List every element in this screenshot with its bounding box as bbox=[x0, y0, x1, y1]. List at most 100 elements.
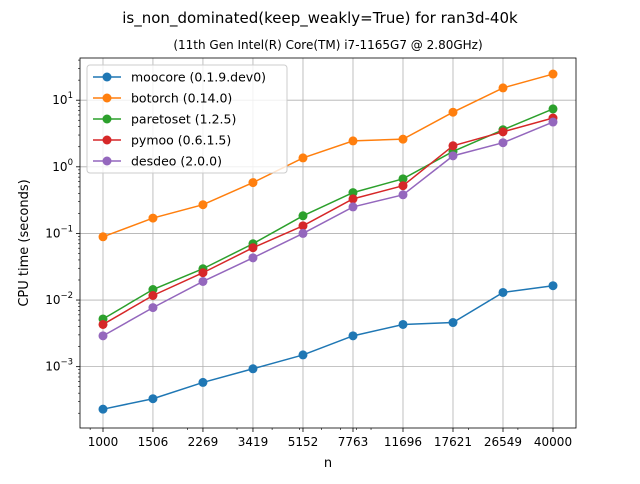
data-point bbox=[298, 350, 308, 360]
chart-title: is_non_dominated(keep_weakly=True) for r… bbox=[122, 9, 518, 28]
data-point bbox=[298, 221, 308, 231]
x-axis-label: n bbox=[324, 456, 332, 471]
y-tick-exponent: −1 bbox=[60, 224, 73, 234]
data-point bbox=[398, 174, 408, 184]
x-tick-label: 3419 bbox=[238, 435, 269, 449]
data-point bbox=[248, 364, 258, 374]
x-tick-label: 26549 bbox=[484, 435, 522, 449]
x-tick-label: 17621 bbox=[434, 435, 472, 449]
data-point bbox=[98, 404, 108, 414]
plot-frame bbox=[79, 57, 577, 429]
data-point bbox=[198, 276, 208, 286]
x-tick-label: 1000 bbox=[88, 435, 119, 449]
legend-marker bbox=[102, 114, 112, 124]
data-point bbox=[548, 69, 558, 79]
legend-marker bbox=[102, 72, 112, 82]
data-point bbox=[148, 213, 158, 223]
data-point bbox=[498, 127, 508, 137]
y-tick-label: 10−2 bbox=[45, 291, 73, 307]
data-point bbox=[148, 291, 158, 301]
data-point bbox=[348, 194, 358, 204]
y-tick-label: 101 bbox=[52, 91, 73, 107]
data-point bbox=[98, 331, 108, 341]
series-line bbox=[102, 73, 554, 238]
legend-label: pymoo (0.6.1.5) bbox=[131, 133, 231, 148]
data-point bbox=[348, 331, 358, 341]
data-point bbox=[248, 243, 258, 253]
x-tick-label: 7763 bbox=[338, 435, 369, 449]
data-point bbox=[348, 136, 358, 146]
chart-subtitle: (11th Gen Intel(R) Core(TM) i7-1165G7 @ … bbox=[173, 38, 482, 52]
data-point bbox=[548, 104, 558, 114]
series-group bbox=[98, 69, 558, 414]
y-tick-exponent: 0 bbox=[68, 158, 73, 168]
y-tick-exponent: −2 bbox=[60, 291, 73, 301]
data-point bbox=[298, 211, 308, 221]
data-point bbox=[248, 178, 258, 188]
legend-item: desdeo (2.0.0) bbox=[93, 154, 222, 169]
x-tick-label: 2269 bbox=[188, 435, 219, 449]
legend-item: paretoset (1.2.5) bbox=[93, 112, 236, 127]
legend-item: pymoo (0.6.1.5) bbox=[93, 133, 231, 148]
legend-label: desdeo (2.0.0) bbox=[131, 154, 222, 169]
data-point bbox=[198, 377, 208, 387]
grid bbox=[80, 58, 576, 428]
series-line bbox=[102, 284, 554, 410]
data-point bbox=[448, 141, 458, 151]
y-tick-base: 10 bbox=[52, 93, 67, 107]
legend-marker bbox=[102, 93, 112, 103]
legend-item: moocore (0.1.9.dev0) bbox=[93, 70, 266, 85]
legend: moocore (0.1.9.dev0) botorch (0.14.0) pare… bbox=[86, 64, 288, 174]
y-tick-label: 10−3 bbox=[45, 358, 73, 374]
y-tick-base: 10 bbox=[45, 226, 60, 240]
data-point bbox=[98, 232, 108, 242]
y-tick-label: 100 bbox=[52, 158, 73, 174]
data-point bbox=[448, 151, 458, 161]
data-point bbox=[348, 188, 358, 198]
data-point bbox=[298, 228, 308, 238]
series-line bbox=[102, 117, 554, 326]
y-tick-exponent: −3 bbox=[60, 358, 73, 368]
series-line bbox=[102, 121, 554, 337]
legend-marker bbox=[102, 135, 112, 145]
legend-label: botorch (0.14.0) bbox=[131, 91, 232, 106]
legend-label: paretoset (1.2.5) bbox=[131, 112, 236, 127]
y-tick-base: 10 bbox=[52, 160, 67, 174]
data-point bbox=[498, 138, 508, 148]
y-tick-base: 10 bbox=[45, 360, 60, 374]
x-tick-label: 40000 bbox=[534, 435, 572, 449]
y-tick-label: 10−1 bbox=[45, 224, 73, 240]
legend-item: botorch (0.14.0) bbox=[93, 91, 232, 106]
data-point bbox=[198, 268, 208, 278]
x-axis: 1000 1506 2269 3419 5152 7763 11696 17621 26549 4… bbox=[88, 428, 572, 449]
data-point bbox=[298, 153, 308, 163]
data-point bbox=[148, 303, 158, 313]
data-point bbox=[398, 190, 408, 200]
legend-box bbox=[86, 64, 288, 174]
x-tick-label: 1506 bbox=[138, 435, 169, 449]
data-point bbox=[398, 319, 408, 329]
series-botorch bbox=[98, 69, 558, 242]
data-point bbox=[498, 287, 508, 297]
data-point bbox=[498, 83, 508, 93]
legend-label: moocore (0.1.9.dev0) bbox=[131, 70, 266, 85]
data-point bbox=[448, 107, 458, 117]
data-point bbox=[398, 134, 408, 144]
data-point bbox=[548, 281, 558, 291]
data-point bbox=[398, 181, 408, 191]
data-point bbox=[548, 117, 558, 127]
y-axis-label: CPU time (seconds) bbox=[17, 179, 32, 306]
data-point bbox=[98, 319, 108, 329]
x-tick-label: 11696 bbox=[384, 435, 422, 449]
data-point bbox=[448, 318, 458, 328]
x-tick-label: 5152 bbox=[288, 435, 319, 449]
data-point bbox=[198, 200, 208, 210]
series-line bbox=[102, 108, 554, 320]
series-desdeo bbox=[98, 117, 558, 341]
y-tick-exponent: 1 bbox=[68, 91, 73, 101]
data-point bbox=[348, 202, 358, 212]
legend-marker bbox=[102, 156, 112, 166]
data-point bbox=[248, 253, 258, 263]
